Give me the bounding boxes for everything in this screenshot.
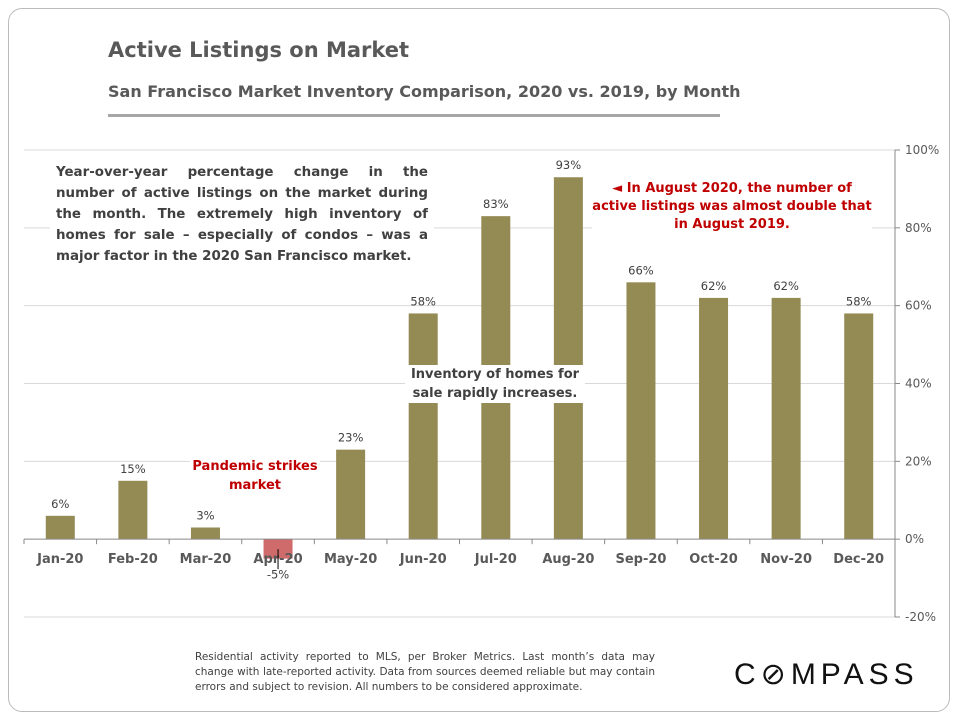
data-label: 58%	[410, 294, 436, 308]
x-tick-label: Mar-20	[180, 552, 232, 567]
chart-title: Active Listings on Market	[108, 38, 410, 62]
x-tick-label: Aug-20	[542, 552, 594, 567]
data-label: 93%	[556, 158, 582, 172]
data-label: 6%	[51, 497, 69, 511]
title-divider	[108, 114, 720, 117]
pandemic-annotation: Pandemic strikes market	[190, 457, 320, 495]
data-label: 62%	[773, 279, 799, 293]
inventory-annotation: Inventory of homes for sale rapidly incr…	[405, 365, 585, 403]
x-tick-label: Jan-20	[36, 552, 83, 567]
bar	[45, 515, 75, 540]
slide-frame	[8, 8, 950, 712]
compass-logo: C⊘MPASS	[734, 658, 919, 691]
x-tick-label: Jun-20	[399, 552, 447, 567]
data-label: 3%	[196, 508, 214, 522]
y-tick-label: 0%	[905, 532, 924, 546]
bar	[699, 297, 729, 540]
x-tick-label: Jul-20	[474, 552, 517, 567]
data-label: 66%	[628, 263, 654, 277]
x-tick-label: Dec-20	[833, 552, 884, 567]
data-label: 23%	[338, 431, 364, 445]
x-tick-label: May-20	[324, 552, 377, 567]
bar	[118, 480, 148, 540]
data-label: -5%	[267, 568, 289, 582]
y-tick-label: 40%	[905, 377, 932, 391]
data-label: 58%	[846, 294, 872, 308]
data-label: 83%	[483, 197, 509, 211]
x-tick-label: Sep-20	[615, 552, 666, 567]
description-annotation: Year-over-year percentage change in the …	[50, 160, 434, 269]
data-label: 15%	[120, 462, 146, 476]
x-tick-label: Oct-20	[689, 552, 737, 567]
x-tick-label: Nov-20	[760, 552, 812, 567]
bar	[553, 177, 583, 540]
chart-subtitle: San Francisco Market Inventory Compariso…	[108, 82, 741, 101]
y-tick-label: 60%	[905, 299, 932, 313]
y-tick-label: 20%	[905, 454, 932, 468]
bar	[408, 313, 438, 540]
bar	[190, 527, 220, 540]
x-tick-label: Feb-20	[108, 552, 158, 567]
bar	[771, 297, 801, 540]
bar	[626, 282, 656, 540]
bar	[263, 539, 293, 559]
footer-disclaimer: Residential activity reported to MLS, pe…	[195, 651, 655, 693]
bar	[336, 449, 366, 540]
y-tick-label: 80%	[905, 221, 932, 235]
y-tick-label: 100%	[905, 143, 939, 157]
data-label: 62%	[701, 279, 727, 293]
y-tick-label: -20%	[905, 610, 936, 624]
bar	[844, 313, 874, 540]
august-annotation: ◄ In August 2020, the number of active l…	[592, 180, 872, 234]
